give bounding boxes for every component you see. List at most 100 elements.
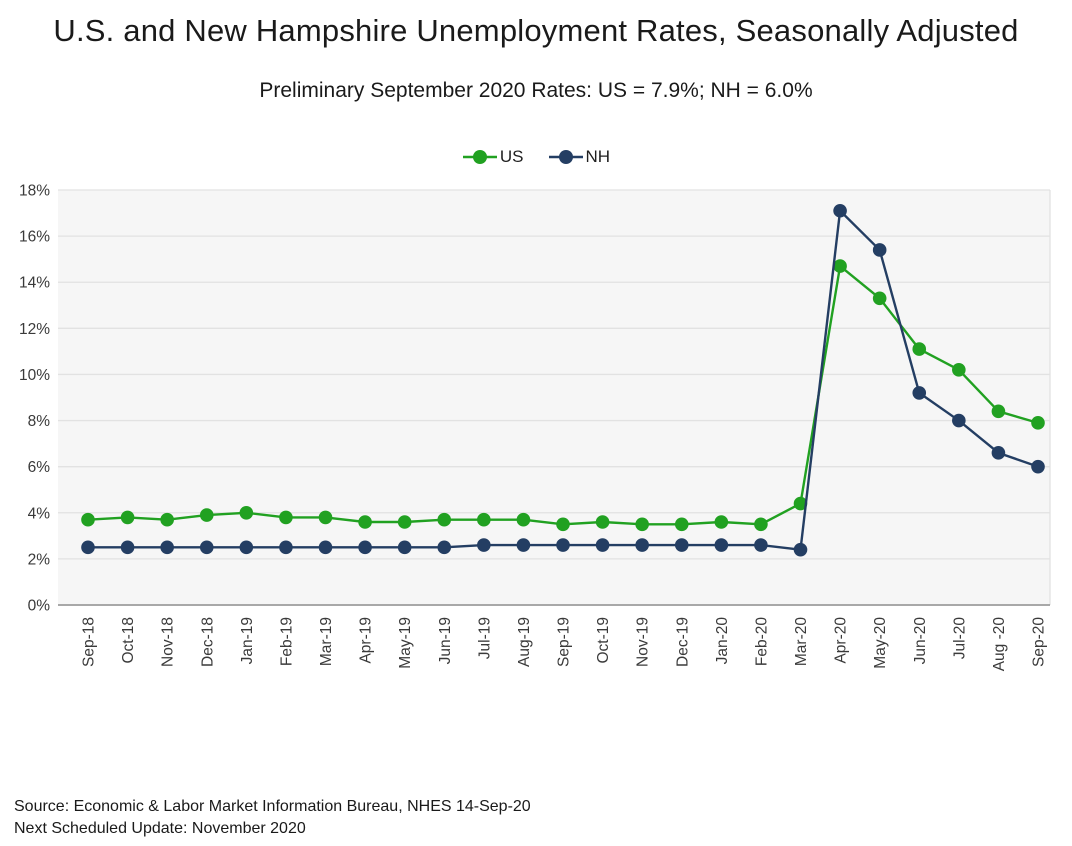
- x-axis-tick-label: Mar-19: [318, 617, 335, 666]
- us-data-point: [1031, 416, 1045, 430]
- x-axis-tick-label: Aug -20: [991, 617, 1008, 672]
- us-data-point: [714, 515, 729, 529]
- us-data-point: [239, 505, 254, 520]
- y-axis-tick-label: 12%: [19, 321, 50, 338]
- plot-area: [58, 190, 1050, 605]
- legend-label: NH: [585, 147, 611, 166]
- us-data-point: [793, 496, 808, 511]
- x-axis-tick-label: Sep-20: [1031, 617, 1048, 667]
- x-axis-tick-label: Jul-19: [476, 617, 493, 659]
- nh-data-point: [437, 540, 452, 555]
- x-axis-tick-label: Jun-20: [912, 617, 929, 665]
- nh-data-point: [160, 540, 174, 555]
- nh-data-point: [912, 386, 927, 400]
- chart-legend: US NH: [0, 147, 1072, 167]
- nh-data-point: [397, 540, 412, 555]
- legend-label: US: [499, 147, 524, 166]
- chart-title: U.S. and New Hampshire Unemployment Rate…: [53, 13, 1019, 48]
- us-data-point: [872, 291, 887, 306]
- x-axis-tick-label: Apr-20: [833, 617, 850, 664]
- x-axis-tick-label: Jul-20: [951, 617, 968, 660]
- chart-footnotes: Source: Economic & Labor Market Informat…: [14, 796, 531, 840]
- legend-item-nh: NH: [548, 147, 611, 167]
- x-axis-tick-label: Oct-18: [120, 617, 137, 664]
- x-axis-tick-label: Feb-20: [753, 617, 770, 666]
- nh-data-point: [991, 446, 1006, 460]
- series-nh: [81, 203, 1045, 557]
- x-axis-tick-label: May-20: [872, 617, 889, 669]
- nh-data-point: [872, 243, 887, 257]
- y-axis-tick-label: 14%: [19, 275, 50, 292]
- us-data-point: [397, 515, 412, 529]
- y-axis-tick-label: 18%: [19, 183, 50, 200]
- x-axis-tick-label: Apr-19: [358, 617, 375, 664]
- chart-subtitle: Preliminary September 2020 Rates: US = 7…: [259, 79, 813, 102]
- nh-data-point: [793, 542, 808, 557]
- us-data-point: [635, 517, 649, 532]
- y-axis-tick-label: 6%: [28, 459, 51, 476]
- y-axis-tick-label: 8%: [28, 413, 51, 430]
- y-axis-tick-label: 2%: [28, 551, 51, 568]
- x-axis-tick-label: Sep-19: [556, 617, 573, 667]
- us-data-point: [833, 259, 847, 273]
- x-axis-tick-label: May-19: [397, 617, 414, 669]
- nh-data-point: [318, 540, 333, 555]
- nh-data-point: [358, 540, 372, 555]
- us-data-point: [991, 404, 1006, 419]
- x-axis-tick-label: Sep-18: [81, 617, 98, 667]
- us-data-point: [120, 510, 135, 525]
- x-axis-tick-label: Mar-20: [793, 617, 810, 666]
- series-us: [81, 259, 1045, 532]
- legend-item-us: US: [462, 147, 524, 167]
- nh-data-point: [477, 538, 491, 552]
- nh-data-point: [833, 203, 847, 218]
- nh-data-point: [595, 538, 610, 552]
- y-axis-tick-label: 4%: [28, 505, 51, 522]
- us-data-point: [199, 508, 214, 522]
- us-data-point: [160, 512, 174, 527]
- nh-data-point: [952, 413, 966, 428]
- nh-data-point: [714, 538, 729, 552]
- us-data-point: [279, 510, 293, 525]
- us-data-point: [912, 342, 927, 356]
- x-axis-tick-label: Aug-19: [516, 617, 533, 667]
- us-data-point: [754, 517, 768, 532]
- us-data-point: [952, 363, 966, 377]
- x-axis-tick-label: Dec-19: [674, 617, 691, 667]
- source-note: Source: Economic & Labor Market Informat…: [14, 798, 531, 815]
- x-axis-tick-label: Nov-19: [635, 617, 652, 667]
- us-data-point: [595, 515, 610, 529]
- nh-data-point: [516, 538, 531, 552]
- us-data-point: [81, 512, 95, 527]
- y-axis-tick-label: 10%: [19, 367, 50, 384]
- nh-data-point: [120, 540, 135, 555]
- x-axis-tick-label: Feb-19: [278, 617, 295, 666]
- legend-marker-us-icon: [462, 150, 497, 164]
- x-axis-tick-label: Oct-19: [595, 617, 612, 664]
- x-axis-tick-label: Jun-19: [437, 617, 454, 664]
- us-data-point: [674, 517, 689, 532]
- next-update-note: Next Scheduled Update: November 2020: [14, 820, 306, 837]
- us-data-point: [556, 517, 570, 532]
- us-data-point: [437, 512, 452, 527]
- legend-marker-nh-icon: [548, 150, 583, 164]
- nh-data-point: [674, 538, 689, 552]
- x-axis-tick-label: Nov-18: [160, 617, 177, 667]
- y-axis-tick-label: 0%: [28, 598, 51, 615]
- us-data-point: [477, 512, 491, 527]
- nh-data-point: [754, 538, 768, 552]
- nh-data-point: [279, 540, 293, 555]
- nh-data-point: [635, 538, 649, 552]
- nh-data-point: [239, 540, 254, 555]
- nh-data-point: [81, 540, 95, 555]
- us-data-point: [516, 512, 531, 527]
- y-axis-tick-label: 16%: [19, 229, 50, 246]
- us-data-point: [358, 515, 372, 529]
- nh-data-point: [199, 540, 214, 555]
- x-axis-tick-label: Jan-20: [714, 617, 731, 665]
- line-chart: 0% 2% 4% 6% 8% 10% 12% 14% 16% 18% Sep-18 Oct-18 Nov…: [19, 183, 1051, 672]
- nh-data-point: [1031, 459, 1045, 474]
- nh-data-point: [556, 538, 570, 552]
- x-axis-tick-label: Dec-18: [199, 617, 216, 667]
